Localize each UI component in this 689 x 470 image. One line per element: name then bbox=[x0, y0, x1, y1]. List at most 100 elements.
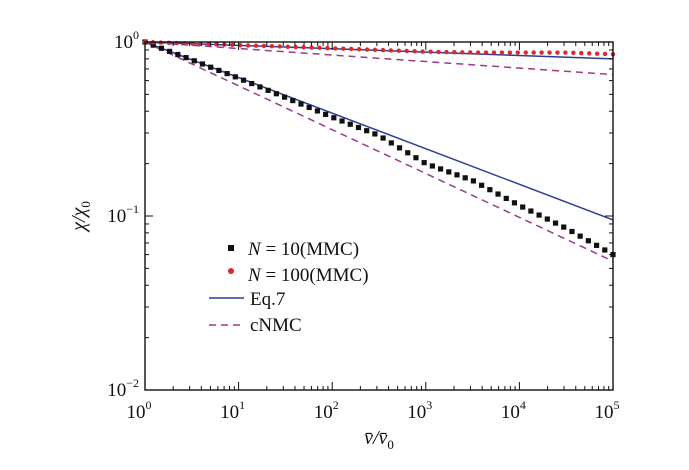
n100-marker bbox=[341, 46, 346, 51]
n100-marker bbox=[166, 40, 171, 45]
n100-marker bbox=[277, 44, 283, 49]
n100-marker bbox=[261, 43, 267, 49]
legend-label-cnmc: cNMC bbox=[250, 315, 302, 336]
n100-marker bbox=[420, 49, 425, 54]
n10-marker bbox=[421, 160, 427, 166]
x-tick-label: 102 bbox=[314, 398, 339, 423]
n10-marker bbox=[232, 74, 238, 80]
series-3-line-0 bbox=[144, 41, 614, 262]
n10-marker bbox=[273, 91, 279, 97]
n100-marker bbox=[293, 44, 298, 50]
series-3-line-1 bbox=[144, 41, 614, 76]
series-2-line-0 bbox=[144, 41, 614, 221]
y-tick-label: 100 bbox=[114, 28, 139, 53]
n100-marker bbox=[428, 49, 433, 54]
n100-marker bbox=[253, 43, 259, 48]
legend: N = 10(MMC) N = 100(MMC) Eq.7 cNMC bbox=[209, 239, 369, 336]
n10-marker bbox=[372, 131, 378, 137]
n10-marker bbox=[552, 220, 559, 226]
n10-marker bbox=[429, 163, 435, 169]
x-tick-label: 104 bbox=[501, 398, 526, 423]
n100-marker bbox=[523, 50, 528, 55]
n10-marker bbox=[462, 175, 468, 181]
n10-marker bbox=[224, 71, 230, 77]
n10-marker bbox=[585, 238, 591, 244]
n100-marker bbox=[555, 50, 560, 55]
y-tick-label: 10−1 bbox=[107, 202, 139, 227]
n100-marker bbox=[499, 50, 505, 55]
n100-marker bbox=[317, 45, 322, 51]
x-axis-label-main: v̄/v̄ bbox=[364, 427, 387, 449]
legend-label-n100: N = 100(MMC) bbox=[247, 265, 369, 286]
legend-entry-eq7: Eq.7 bbox=[209, 289, 285, 310]
n100-marker bbox=[452, 49, 457, 55]
n100-marker bbox=[563, 50, 568, 55]
n100-marker bbox=[539, 50, 544, 55]
n10-marker bbox=[199, 61, 206, 67]
n10-marker bbox=[388, 140, 394, 146]
n100-marker bbox=[594, 51, 600, 56]
n100-marker bbox=[230, 42, 235, 48]
n10-marker bbox=[265, 87, 271, 93]
n100-marker bbox=[579, 50, 584, 56]
tick-labels: 100 101 102 103 104 105 100 10−1 10−2 bbox=[107, 28, 619, 423]
n10-marker bbox=[503, 195, 509, 202]
legend-symbol-squares bbox=[228, 245, 234, 251]
x-tick-label: 101 bbox=[220, 398, 245, 423]
n10-marker bbox=[577, 233, 583, 239]
n100-marker bbox=[349, 46, 354, 52]
n100-marker bbox=[491, 50, 497, 55]
legend-entry-n10: N = 10(MMC) bbox=[228, 239, 359, 260]
n10-marker bbox=[569, 228, 575, 235]
n100-marker bbox=[388, 48, 394, 53]
n10-marker bbox=[561, 224, 567, 230]
legend-label-n10: N = 10(MMC) bbox=[247, 239, 359, 260]
n100-marker bbox=[372, 47, 378, 53]
plot-frame bbox=[144, 41, 614, 391]
n10-marker bbox=[281, 94, 288, 100]
legend-label-eq7: Eq.7 bbox=[250, 289, 285, 310]
n100-marker bbox=[547, 50, 552, 55]
axis-ticks bbox=[144, 42, 613, 391]
n100-marker bbox=[325, 45, 330, 51]
n10-marker bbox=[479, 182, 485, 188]
n100-marker bbox=[364, 47, 370, 52]
n10-marker bbox=[347, 121, 353, 127]
legend-entry-n100: N = 100(MMC) bbox=[228, 265, 369, 286]
y-axis-label-sub: 0 bbox=[78, 201, 93, 208]
n10-marker bbox=[183, 55, 189, 61]
n10-marker bbox=[470, 178, 477, 184]
n10-marker bbox=[150, 42, 156, 48]
n10-marker bbox=[396, 145, 403, 151]
n100-marker bbox=[475, 50, 481, 55]
n10-marker bbox=[405, 150, 411, 156]
n100-marker bbox=[515, 50, 521, 55]
n100-marker bbox=[587, 51, 592, 56]
n100-marker bbox=[333, 46, 338, 51]
n100-marker bbox=[269, 44, 275, 49]
n10-marker bbox=[298, 101, 304, 107]
x-axis-label-sub: 0 bbox=[387, 437, 394, 452]
n10-marker bbox=[544, 216, 550, 222]
n10-marker bbox=[306, 104, 312, 111]
n100-marker bbox=[571, 50, 576, 55]
n10-marker bbox=[216, 67, 222, 74]
n10-marker bbox=[380, 135, 386, 141]
x-axis-label: v̄/v̄0 bbox=[364, 427, 394, 452]
n10-marker bbox=[364, 128, 370, 134]
n100-marker bbox=[412, 49, 417, 54]
n10-marker bbox=[257, 84, 263, 90]
legend-entry-cnmc: cNMC bbox=[209, 315, 302, 336]
n10-marker bbox=[593, 242, 600, 248]
n10-marker bbox=[536, 212, 542, 218]
n10-marker bbox=[511, 200, 518, 206]
n100-marker bbox=[531, 50, 536, 55]
y-axis-label-main: χ/χ bbox=[68, 206, 90, 232]
x-tick-label: 105 bbox=[595, 398, 620, 423]
n100-marker bbox=[356, 47, 362, 52]
n100-marker bbox=[468, 50, 473, 55]
n100-marker bbox=[380, 47, 386, 53]
y-tick-label: 10−2 bbox=[107, 376, 139, 401]
n10-marker bbox=[249, 80, 255, 87]
